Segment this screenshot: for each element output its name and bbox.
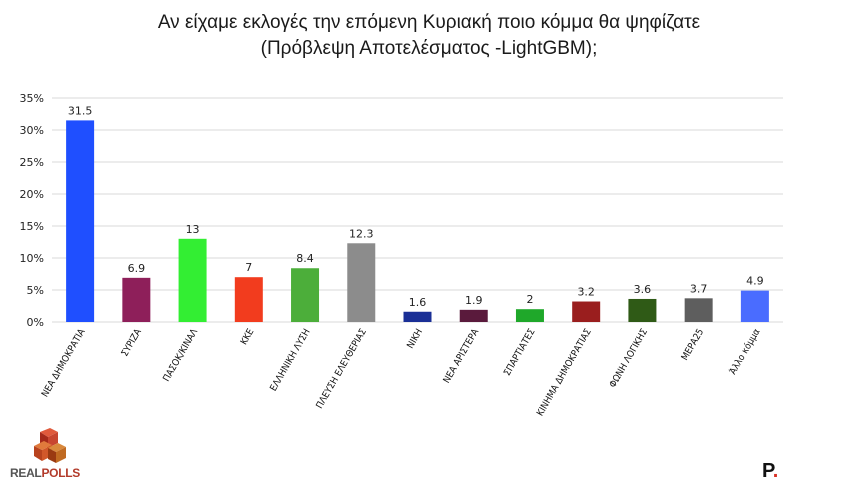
y-tick-label: 20% xyxy=(20,188,44,201)
data-label: 12.3 xyxy=(349,227,374,240)
logo-text-polls: POLLS xyxy=(41,466,80,480)
bar xyxy=(628,298,657,322)
data-label: 13 xyxy=(186,223,200,236)
x-tick-label: ΠΑΣΟΚ/ΚΙΝΑΛ xyxy=(161,327,200,384)
x-tick-label: ΣΠΑΡΤΙΑΤΕΣ xyxy=(502,327,538,378)
bar xyxy=(347,243,376,322)
data-label: 2 xyxy=(526,293,533,306)
y-tick-label: 30% xyxy=(20,124,44,137)
y-tick-label: 10% xyxy=(20,252,44,265)
y-tick-label: 15% xyxy=(20,220,44,233)
bar xyxy=(234,277,263,322)
data-label: 3.7 xyxy=(690,282,708,295)
bar xyxy=(684,298,713,322)
realpolls-logo-icon xyxy=(34,428,66,463)
data-label: 4.9 xyxy=(746,275,764,288)
x-tick-label: Άλλο κόμμα xyxy=(728,327,763,377)
x-tick-label: ΦΩΝΗ ΛΟΓΙΚΗΣ xyxy=(607,327,650,390)
logo-text-real: REAL xyxy=(10,466,42,480)
x-tick-label: ΝΕΑ ΑΡΙΣΤΕΡΑ xyxy=(441,327,481,385)
data-label: 31.5 xyxy=(68,104,93,117)
bar xyxy=(459,309,488,322)
data-label: 1.6 xyxy=(409,296,427,309)
x-tick-label: ΕΛΛΗΝΙΚΗ ΛΥΣΗ xyxy=(268,327,313,393)
realpolls-logo-text: REALPOLLS xyxy=(10,466,80,480)
brand-letter: P xyxy=(762,460,773,482)
title-line-2: (Πρόβλεψη Αποτελέσματος -LightGBM); xyxy=(260,38,598,59)
y-tick-label: 0% xyxy=(27,316,44,329)
data-label: 7 xyxy=(245,261,252,274)
data-label: 6.9 xyxy=(128,262,146,275)
x-tick-label: ΝΙΚΗ xyxy=(405,327,425,351)
data-label: 3.2 xyxy=(577,286,595,299)
data-label: 8.4 xyxy=(296,252,314,265)
bar xyxy=(122,277,151,322)
title-line-1: Αν είχαμε εκλογές την επόμενη Κυριακή πο… xyxy=(157,12,701,33)
bar xyxy=(740,290,769,322)
bar xyxy=(515,309,544,322)
data-label: 3.6 xyxy=(634,283,652,296)
y-tick-label: 25% xyxy=(20,156,44,169)
bar xyxy=(178,238,207,322)
chart-title: Αν είχαμε εκλογές την επόμενη Κυριακή πο… xyxy=(0,10,858,62)
bar xyxy=(66,120,95,323)
bar xyxy=(572,301,601,322)
x-tick-label: ΜΕΡΑ25 xyxy=(679,327,706,363)
x-tick-label: ΝΕΑ ΔΗΜΟΚΡΑΤΙΑ xyxy=(40,327,88,399)
y-tick-label: 5% xyxy=(27,284,44,297)
x-tick-label: ΚΙΝΗΜΑ ΔΗΜΟΚΡΑΤΙΑΣ xyxy=(535,327,594,418)
brand-dot: . xyxy=(772,460,779,482)
x-tick-label: ΚΚΕ xyxy=(239,327,257,347)
data-label: 1.9 xyxy=(465,294,483,307)
x-tick-label: ΣΥΡΙΖΑ xyxy=(119,327,144,359)
bar xyxy=(291,268,320,322)
y-tick-label: 35% xyxy=(20,92,44,105)
brand-mark: P. xyxy=(762,460,778,483)
x-tick-label: ΠΛΕΥΣΗ ΕΛΕΥΘΕΡΙΑΣ xyxy=(314,327,369,411)
bar xyxy=(403,311,432,322)
